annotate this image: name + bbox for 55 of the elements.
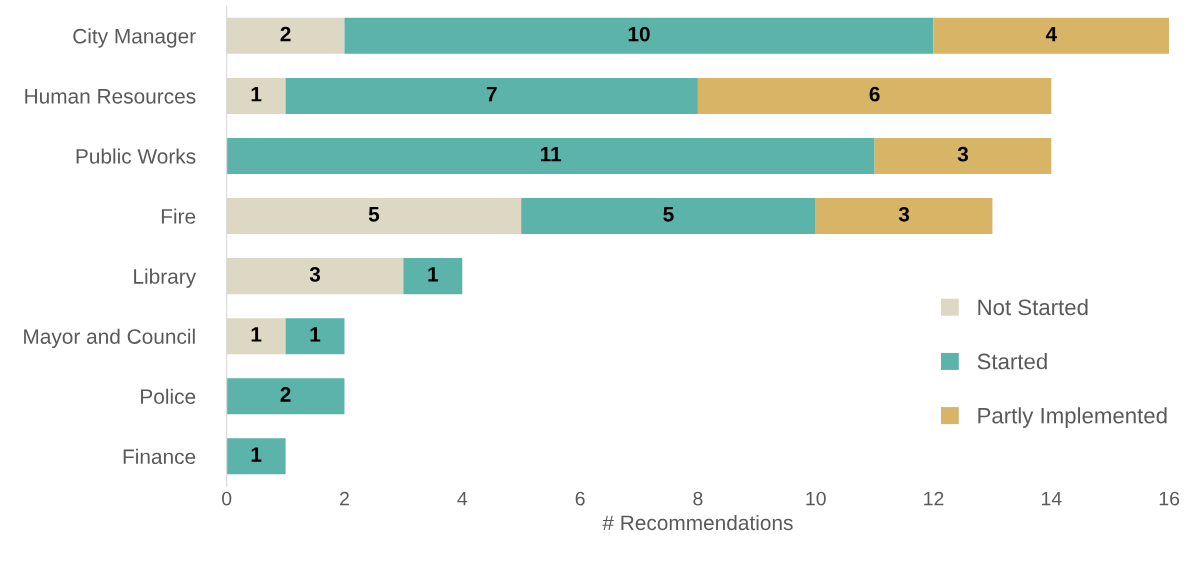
bar bbox=[226, 137, 875, 174]
y-tick-label: Public Works bbox=[76, 148, 196, 164]
data-label: 7 bbox=[486, 86, 497, 102]
bar bbox=[226, 318, 286, 355]
data-label: 10 bbox=[628, 26, 650, 42]
bar bbox=[226, 198, 522, 235]
bar bbox=[344, 17, 934, 54]
bar bbox=[933, 17, 1170, 54]
bar bbox=[403, 258, 463, 295]
bar bbox=[285, 77, 698, 114]
y-tick-label: Library bbox=[134, 268, 197, 288]
legend-label: Not Started bbox=[978, 298, 1088, 316]
y-tick-label: Fire bbox=[161, 208, 196, 224]
y-tick-label: Finance bbox=[123, 448, 196, 465]
data-label: 3 bbox=[957, 146, 969, 162]
data-label: 11 bbox=[540, 147, 562, 162]
bar bbox=[226, 17, 345, 54]
data-label: 5 bbox=[663, 207, 674, 222]
bar bbox=[226, 438, 286, 475]
data-label: 1 bbox=[251, 86, 262, 102]
y-tick-label: City Manager bbox=[73, 28, 196, 48]
data-label: 3 bbox=[309, 266, 321, 282]
y-tick-label: Human Resources bbox=[25, 89, 196, 104]
bar bbox=[226, 258, 404, 295]
x-tick-label: 4 bbox=[457, 491, 468, 506]
data-label: 5 bbox=[368, 207, 380, 222]
data-label: 1 bbox=[251, 447, 262, 462]
data-label: 1 bbox=[428, 267, 439, 282]
y-tick-label: Police bbox=[141, 388, 196, 405]
x-tick-label: 12 bbox=[924, 491, 944, 506]
x-tick-label: 6 bbox=[575, 491, 585, 506]
legend-label: Started bbox=[977, 353, 1047, 370]
data-label: 4 bbox=[1045, 26, 1058, 42]
data-label: 2 bbox=[280, 26, 291, 42]
x-tick-label: 14 bbox=[1042, 491, 1062, 506]
x-tick-label: 10 bbox=[806, 491, 826, 506]
bar bbox=[226, 378, 345, 415]
data-label: 1 bbox=[310, 327, 321, 342]
x-tick-label: 16 bbox=[1159, 491, 1180, 506]
bar bbox=[815, 198, 993, 235]
bar bbox=[874, 137, 1052, 174]
x-axis-title: # Recommendations bbox=[602, 514, 793, 531]
x-tick-label: 2 bbox=[340, 491, 349, 506]
data-label: 6 bbox=[869, 86, 880, 102]
bar bbox=[226, 77, 286, 114]
bar bbox=[697, 77, 1052, 114]
data-label: 3 bbox=[898, 206, 910, 222]
legend-label: Partly Implemented bbox=[978, 407, 1167, 428]
data-label: 1 bbox=[251, 327, 262, 342]
data-label: 2 bbox=[280, 387, 291, 402]
bar bbox=[285, 318, 345, 355]
x-tick-label: 8 bbox=[693, 491, 703, 506]
y-tick-label: Mayor and Council bbox=[24, 328, 195, 349]
bar bbox=[521, 198, 816, 235]
x-tick-label: 0 bbox=[222, 491, 232, 506]
